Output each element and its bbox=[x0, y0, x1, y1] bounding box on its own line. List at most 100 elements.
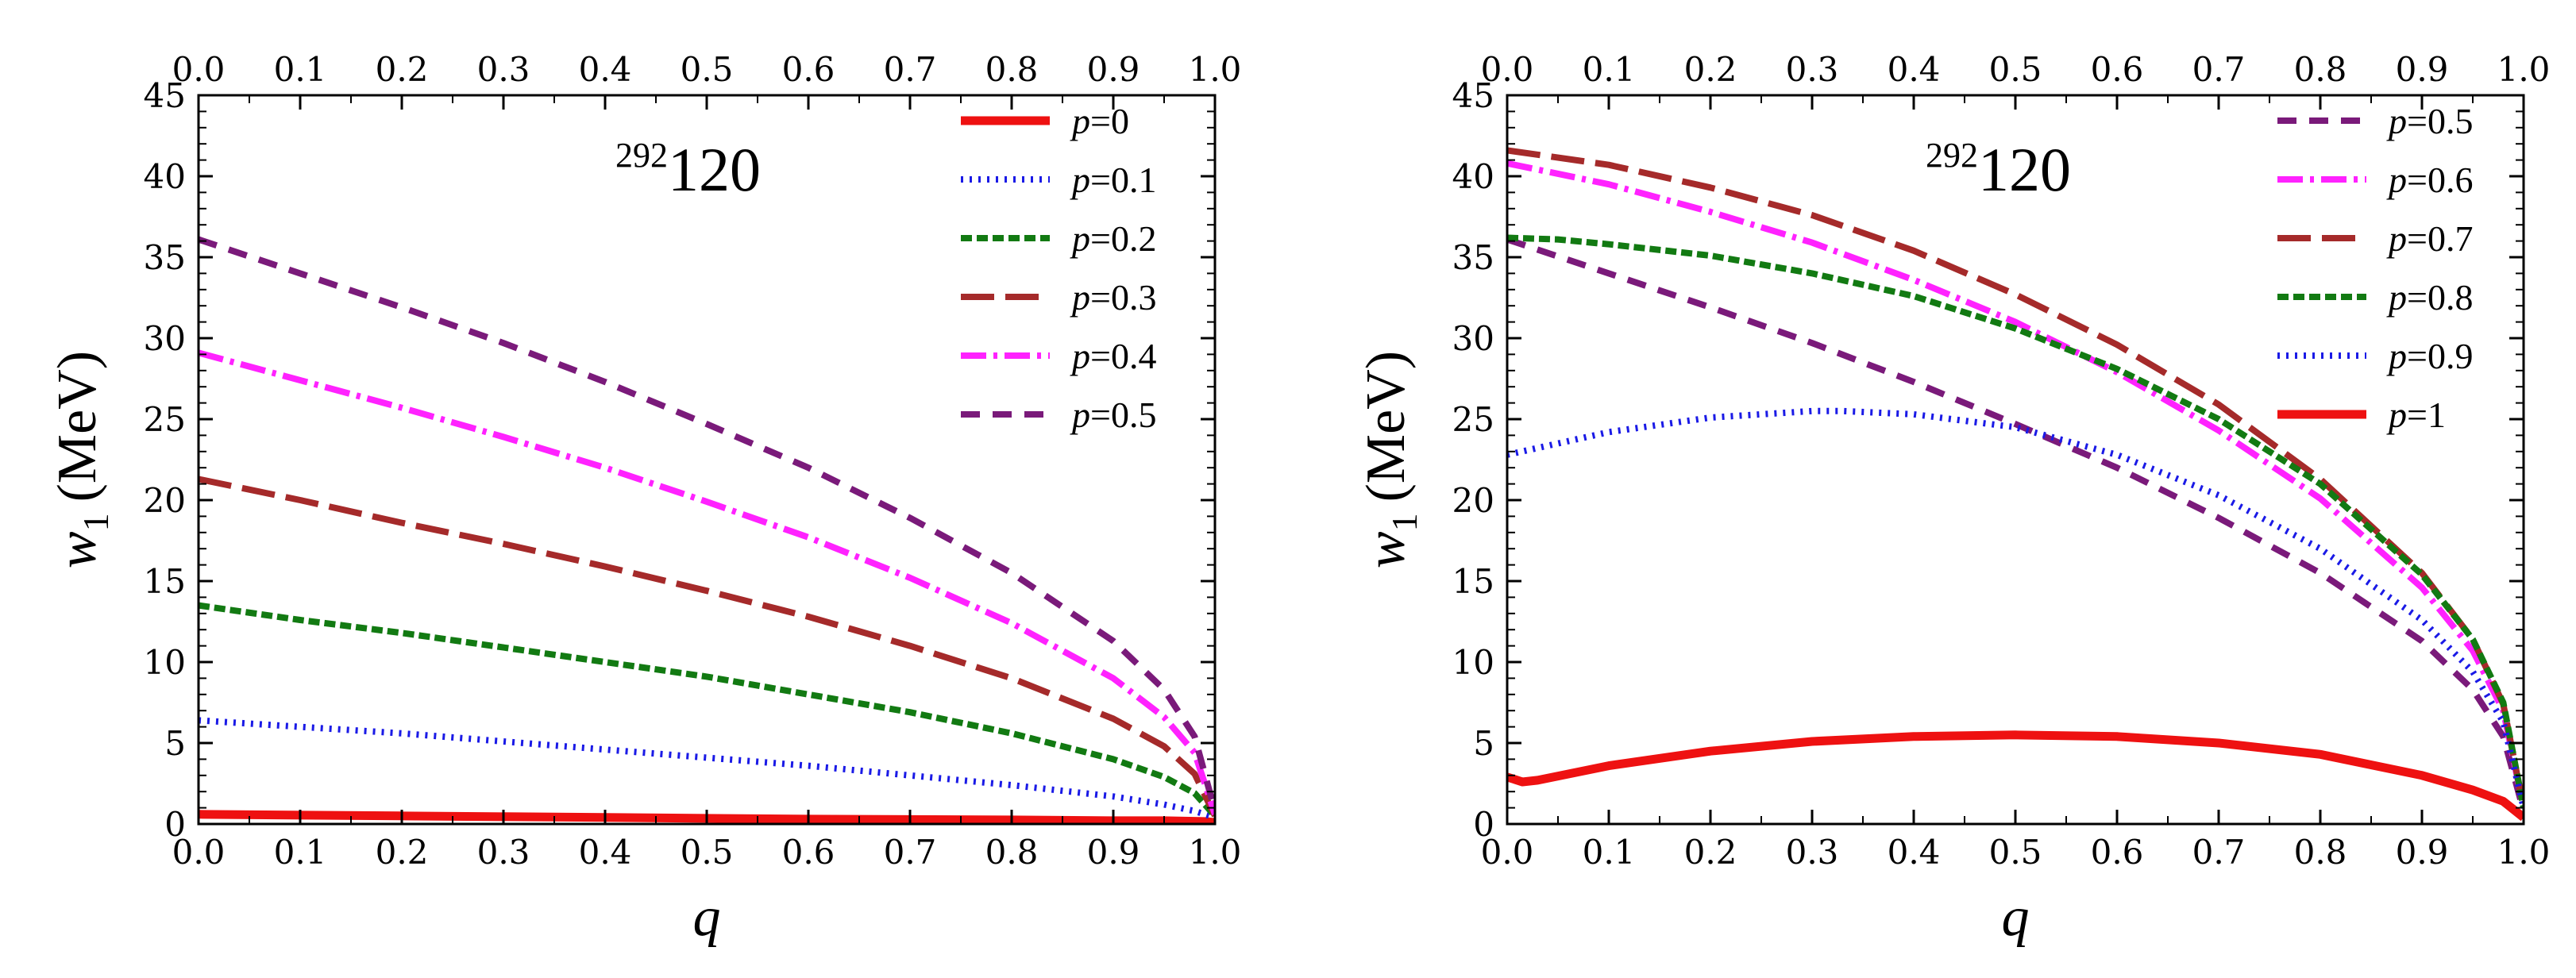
legend-var: p bbox=[2386, 277, 2407, 318]
legend-val: =1 bbox=[2407, 395, 2446, 435]
legend-var: p bbox=[2386, 160, 2407, 200]
y-tick-label: 10 bbox=[144, 643, 186, 682]
y-tick-label: 15 bbox=[144, 562, 186, 601]
y-tick-label: 0 bbox=[164, 805, 186, 844]
y-tick-label: 15 bbox=[1452, 562, 1494, 601]
legend-var: p bbox=[2386, 101, 2407, 141]
x-tick-label: 0.3 bbox=[1786, 833, 1839, 872]
x-tick-label: 0.1 bbox=[1583, 833, 1636, 872]
legend-var: p bbox=[2386, 336, 2407, 376]
y-tick-label: 5 bbox=[164, 724, 186, 763]
x-top-tick-label: 0.3 bbox=[1786, 50, 1839, 89]
x-tick-label: 0.2 bbox=[376, 833, 429, 872]
legend-var: p bbox=[2386, 218, 2407, 259]
x-tick-label: 0.1 bbox=[274, 833, 327, 872]
y-tick-label: 0 bbox=[1473, 805, 1494, 844]
x-top-tick-label: 0.6 bbox=[2091, 50, 2144, 89]
legend-val: =0.7 bbox=[2407, 218, 2473, 259]
y-axis-title: w1 (MeV) bbox=[47, 351, 116, 568]
series-line-p-0-8 bbox=[1507, 234, 2524, 809]
legend-var: p bbox=[1070, 336, 1090, 376]
x-tick-label: 0.5 bbox=[1989, 833, 2042, 872]
nucleus-label: 292120 bbox=[1926, 135, 2071, 204]
nucleus-mass: 292 bbox=[1926, 136, 1978, 175]
x-top-tick-label: 0.0 bbox=[1481, 50, 1534, 89]
y-axis-title: w1 (MeV) bbox=[1355, 351, 1425, 568]
legend-label: p=0.7 bbox=[2386, 218, 2473, 259]
x-top-tick-label: 0.9 bbox=[1087, 50, 1140, 89]
legend-val: =0.6 bbox=[2407, 160, 2473, 200]
x-tick-label: 0.6 bbox=[782, 833, 835, 872]
legend-label: p=0.2 bbox=[1070, 218, 1156, 259]
y-tick-label: 25 bbox=[1452, 400, 1494, 439]
x-top-tick-label: 0.7 bbox=[2192, 50, 2246, 89]
legend-val: =0.8 bbox=[2407, 277, 2473, 318]
series-line-p-0-5 bbox=[1507, 236, 2524, 812]
plot-frame bbox=[1506, 94, 2525, 826]
x-tick-label: 0.3 bbox=[477, 833, 530, 872]
chart-panel-1: 0.0 0.0 0.1 0.1 0.2 0.2 0.3 0.3 0.4 0.4 0.5 0.5 0.6 0… bbox=[47, 50, 1241, 948]
x-top-tick-label: 0.5 bbox=[681, 50, 734, 89]
nucleus-label: 292120 bbox=[615, 135, 761, 204]
x-top-tick-label: 0.8 bbox=[985, 50, 1039, 89]
series-line-p-0-6 bbox=[1507, 160, 2524, 809]
x-tick-label: 0.7 bbox=[884, 833, 937, 872]
legend-val: =0.3 bbox=[1090, 277, 1156, 318]
legend-label: p=0 bbox=[1070, 101, 1129, 141]
y-tick-label: 20 bbox=[144, 481, 186, 520]
nucleus-element: 120 bbox=[1978, 135, 2071, 204]
series-line-p-0-2 bbox=[199, 602, 1215, 818]
x-top-tick-label: 0.4 bbox=[579, 50, 632, 89]
y-axis-subscript: 1 bbox=[1384, 513, 1425, 531]
x-top-tick-label: 0.8 bbox=[2294, 50, 2347, 89]
legend-val: =0.5 bbox=[1090, 395, 1156, 435]
y-tick-label: 40 bbox=[1452, 157, 1494, 196]
x-top-tick-label: 0.6 bbox=[782, 50, 835, 89]
y-axis-subscript: 1 bbox=[75, 513, 116, 531]
x-top-tick-label: 0.0 bbox=[172, 50, 226, 89]
y-axis-unit: (MeV) bbox=[1355, 351, 1417, 502]
legend-var: p bbox=[1070, 160, 1090, 200]
x-tick-label: 0.6 bbox=[2091, 833, 2144, 872]
y-tick-label: 35 bbox=[144, 238, 186, 277]
y-axis-unit: (MeV) bbox=[47, 351, 108, 502]
legend-var: p bbox=[1070, 101, 1090, 141]
x-top-tick-label: 0.7 bbox=[884, 50, 937, 89]
x-tick-label: 0.2 bbox=[1684, 833, 1737, 872]
x-axis-title: q bbox=[693, 887, 721, 948]
x-tick-label: 0.5 bbox=[681, 833, 734, 872]
legend-var: p bbox=[1070, 277, 1090, 318]
x-tick-label: 0.9 bbox=[1087, 833, 1140, 872]
y-tick-label: 45 bbox=[1452, 76, 1494, 115]
x-top-tick-label: 0.4 bbox=[1888, 50, 1941, 89]
chart-panel-2: 0.0 0.0 0.1 0.1 0.2 0.2 0.3 0.3 0.4 0.4 0.5 0.5 0.6 0… bbox=[1355, 50, 2550, 948]
legend-label: p=0.9 bbox=[2386, 336, 2473, 376]
legend-val: =0 bbox=[1090, 101, 1129, 141]
legend: p=0p=0.1p=0.2p=0.3p=0.4p=0.5 bbox=[961, 101, 1156, 435]
x-top-tick-label: 0.2 bbox=[1684, 50, 1737, 89]
legend-var: p bbox=[1070, 395, 1090, 435]
x-tick-label: 0.8 bbox=[2294, 833, 2347, 872]
legend-label: p=0.8 bbox=[2386, 277, 2473, 318]
legend-label: p=0.6 bbox=[2386, 160, 2473, 200]
x-top-tick-label: 0.1 bbox=[1583, 50, 1636, 89]
nucleus-element: 120 bbox=[668, 135, 761, 204]
nucleus-mass: 292 bbox=[615, 136, 668, 175]
x-tick-label: 0.4 bbox=[1888, 833, 1941, 872]
series-line-p-0-5 bbox=[199, 236, 1215, 812]
legend: p=0.5p=0.6p=0.7p=0.8p=0.9p=1 bbox=[2277, 101, 2473, 435]
legend-val: =0.9 bbox=[2407, 336, 2473, 376]
x-tick-label: 0.4 bbox=[579, 833, 632, 872]
x-tick-label: 0.7 bbox=[2192, 833, 2246, 872]
legend-label: p=0.1 bbox=[1070, 160, 1156, 200]
legend-val: =0.5 bbox=[2407, 101, 2473, 141]
x-top-tick-label: 1.0 bbox=[1189, 50, 1242, 89]
legend-val: =0.4 bbox=[1090, 336, 1156, 376]
y-tick-label: 10 bbox=[1452, 643, 1494, 682]
x-tick-label: 1.0 bbox=[1189, 833, 1242, 872]
y-tick-label: 30 bbox=[144, 319, 186, 358]
legend-label: p=0.5 bbox=[1070, 395, 1156, 435]
x-top-tick-label: 0.5 bbox=[1989, 50, 2042, 89]
y-axis-symbol: w bbox=[1355, 531, 1417, 568]
